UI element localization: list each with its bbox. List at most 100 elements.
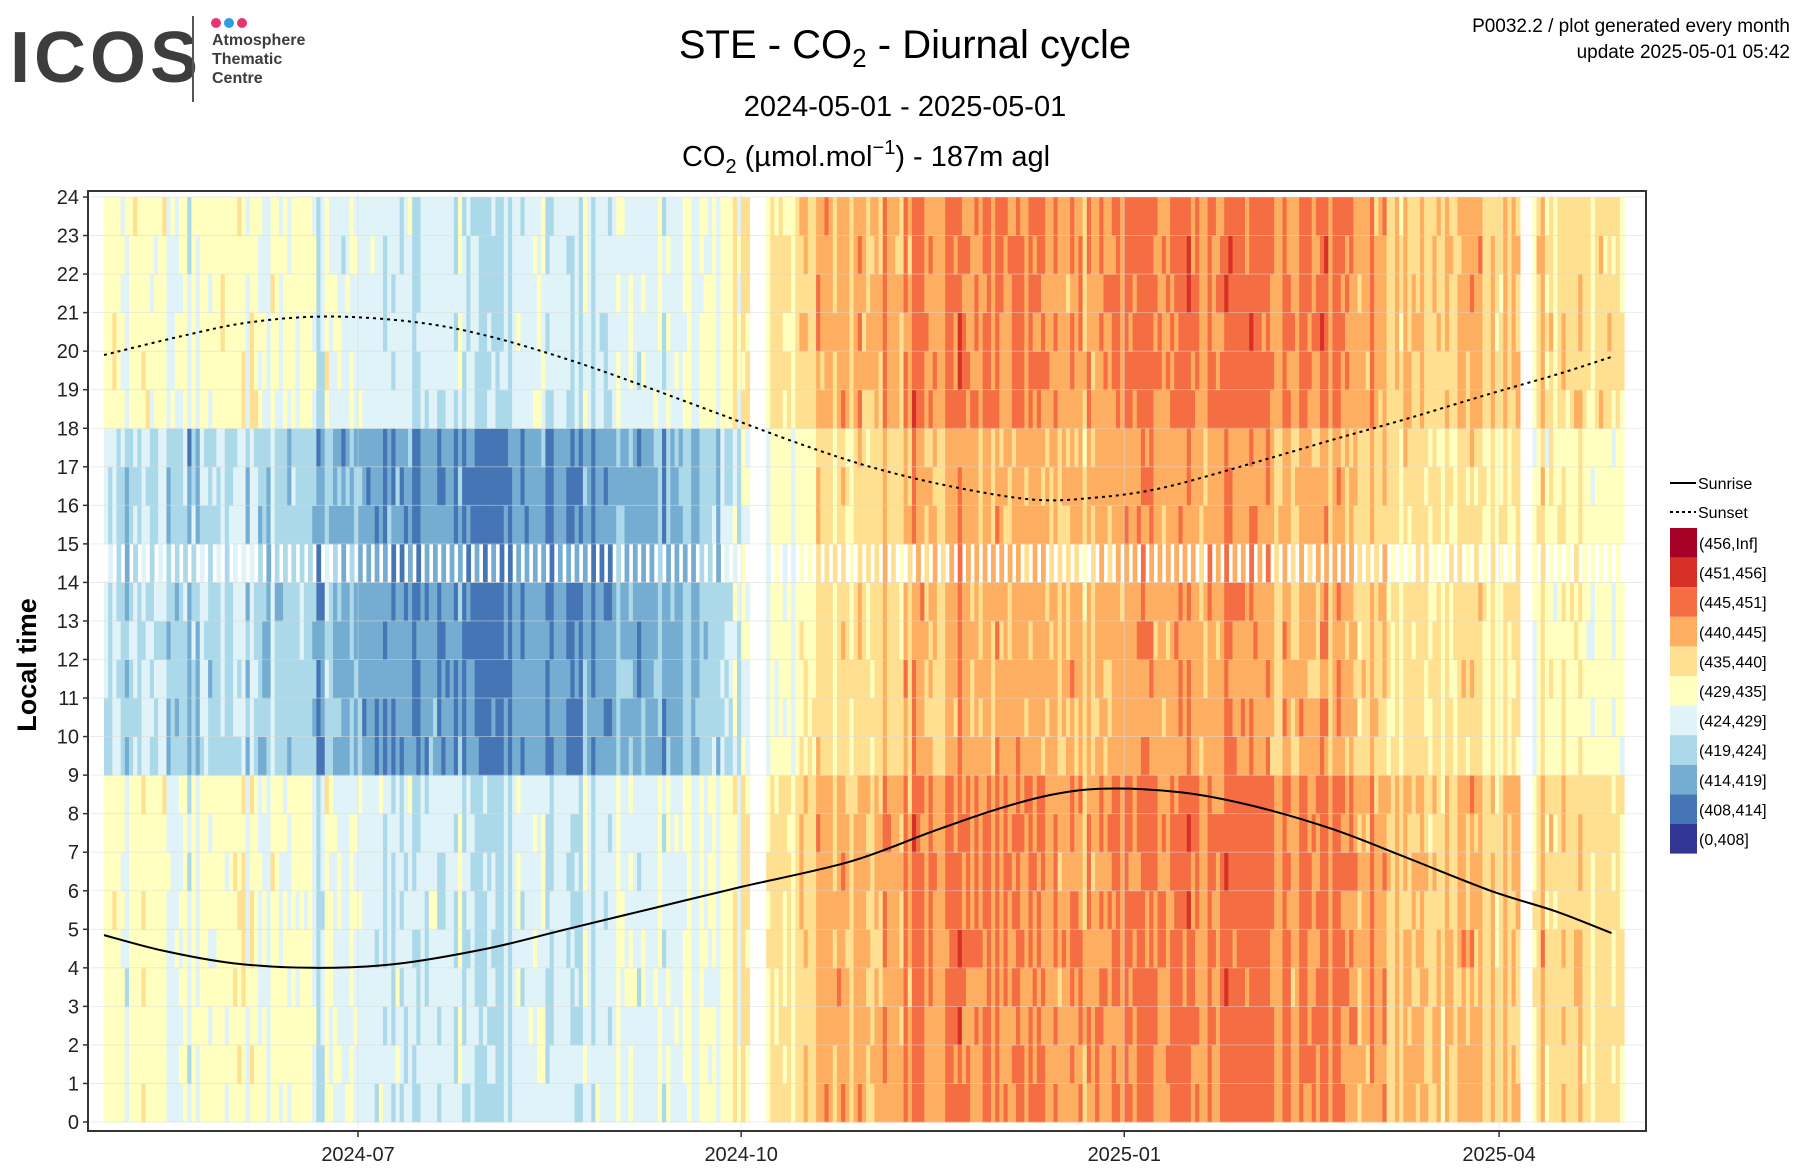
heat-cell [278,813,284,853]
heat-cell [470,659,476,699]
heat-cell [462,813,467,853]
heat-cell [187,235,193,275]
heat-cell [345,351,351,391]
heat-cell [403,967,409,1007]
heat-cell [566,929,572,969]
heat-cell [691,1083,696,1123]
heat-cell [637,1083,642,1123]
heat-cell [941,659,946,699]
heat-cell [491,582,497,622]
heat-cell [403,389,409,429]
heat-cell [857,659,863,699]
heat-cell [237,235,243,275]
heat-cell [245,351,251,391]
heat-cell [262,659,268,699]
heat-cell [807,312,813,352]
heat-cell [899,351,905,391]
heat-cell [911,620,917,660]
heat-cell [766,620,771,660]
heat-cell [578,197,584,237]
heat-cell [124,852,130,892]
heat-cell [895,775,900,815]
heat-cell [612,813,617,853]
heat-cell [607,659,613,699]
heat-cell [233,274,238,314]
heat-cell [441,698,447,738]
heat-cell [191,890,197,930]
heat-cell [857,543,863,583]
heat-cell [845,274,851,314]
heat-cell [632,235,638,275]
heat-cell [374,505,380,545]
heat-cell [916,389,921,429]
heat-cell [445,1083,451,1123]
heat-cell [345,852,351,892]
heat-cell [212,351,218,391]
heat-cell [707,890,713,930]
heat-cell [316,775,322,815]
heat-cell [183,1044,188,1084]
heat-cell [566,582,572,622]
heat-cell [637,274,642,314]
heat-cell [707,1006,713,1046]
heat-cell [104,1044,109,1084]
heat-cell [770,736,776,776]
heat-cell [378,698,384,738]
heat-cell [807,967,813,1007]
heat-cell [178,1044,184,1084]
heat-cell [724,582,730,622]
heat-cell [328,235,334,275]
heat-cell [416,351,422,391]
heat-cell [457,274,463,314]
heat-cell [957,235,963,275]
heat-cell [170,428,176,468]
heat-cell [957,197,963,237]
heat-cell [303,813,309,853]
heat-cell [116,1006,122,1046]
heat-cell [682,582,688,622]
heat-cell [957,967,963,1007]
heat-cell [691,775,696,815]
heat-cell [824,698,830,738]
heat-cell [457,1083,463,1123]
heat-cell [620,698,626,738]
heat-cell [832,775,838,815]
heat-cell [520,1044,526,1084]
heat-cell [770,813,776,853]
heat-cell [162,505,168,545]
heat-cell [437,852,442,892]
heat-cell [445,389,451,429]
heat-cell [158,505,163,545]
heat-cell [445,620,451,660]
heat-cell [195,351,201,391]
heat-cell [553,1083,559,1123]
heat-cell [108,659,113,699]
heat-cell [266,428,272,468]
heat-cell [308,1083,313,1123]
heat-cell [412,505,417,545]
heat-cell [507,736,513,776]
heat-cell [811,466,817,506]
heat-cell [799,428,805,468]
heat-cell [203,929,209,969]
heat-cell [557,312,563,352]
heat-cell [220,466,226,506]
heat-cell [878,389,884,429]
heat-cell [899,235,905,275]
heat-cell [408,775,413,815]
heat-cell [237,312,243,352]
heat-cell [691,428,696,468]
heat-cell [299,813,305,853]
heat-cell [112,197,118,237]
heat-cell [491,1006,497,1046]
heat-cell [949,312,955,352]
heat-cell [520,698,526,738]
heat-cell [437,505,442,545]
heat-cell [582,813,588,853]
heat-cell [899,312,905,352]
heat-cell [832,736,838,776]
heat-cell [187,582,193,622]
heat-cell [657,312,663,352]
heat-cell [716,852,721,892]
heat-cell [624,659,630,699]
